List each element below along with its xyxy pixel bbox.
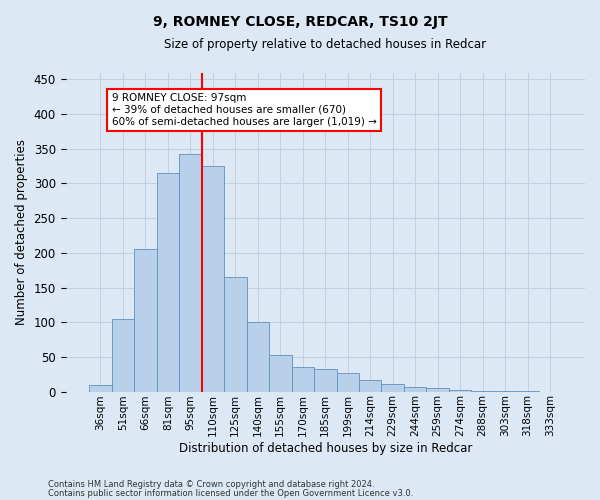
- X-axis label: Distribution of detached houses by size in Redcar: Distribution of detached houses by size …: [179, 442, 472, 455]
- Bar: [269, 356, 292, 392]
- Text: 9, ROMNEY CLOSE, REDCAR, TS10 2JT: 9, ROMNEY CLOSE, REDCAR, TS10 2JT: [152, 15, 448, 29]
- Bar: [247, 322, 269, 392]
- Bar: [517, 391, 539, 392]
- Bar: [134, 250, 157, 392]
- Bar: [494, 391, 517, 392]
- Bar: [427, 388, 449, 392]
- Bar: [112, 318, 134, 392]
- Bar: [382, 384, 404, 392]
- Text: Contains HM Land Registry data © Crown copyright and database right 2024.: Contains HM Land Registry data © Crown c…: [48, 480, 374, 489]
- Text: 9 ROMNEY CLOSE: 97sqm
← 39% of detached houses are smaller (670)
60% of semi-det: 9 ROMNEY CLOSE: 97sqm ← 39% of detached …: [112, 94, 377, 126]
- Title: Size of property relative to detached houses in Redcar: Size of property relative to detached ho…: [164, 38, 487, 51]
- Bar: [89, 384, 112, 392]
- Bar: [404, 388, 427, 392]
- Bar: [224, 277, 247, 392]
- Bar: [359, 380, 382, 392]
- Bar: [292, 368, 314, 392]
- Y-axis label: Number of detached properties: Number of detached properties: [15, 139, 28, 325]
- Bar: [179, 154, 202, 392]
- Bar: [157, 173, 179, 392]
- Bar: [449, 390, 472, 392]
- Bar: [337, 373, 359, 392]
- Bar: [314, 370, 337, 392]
- Bar: [472, 391, 494, 392]
- Bar: [202, 166, 224, 392]
- Text: Contains public sector information licensed under the Open Government Licence v3: Contains public sector information licen…: [48, 488, 413, 498]
